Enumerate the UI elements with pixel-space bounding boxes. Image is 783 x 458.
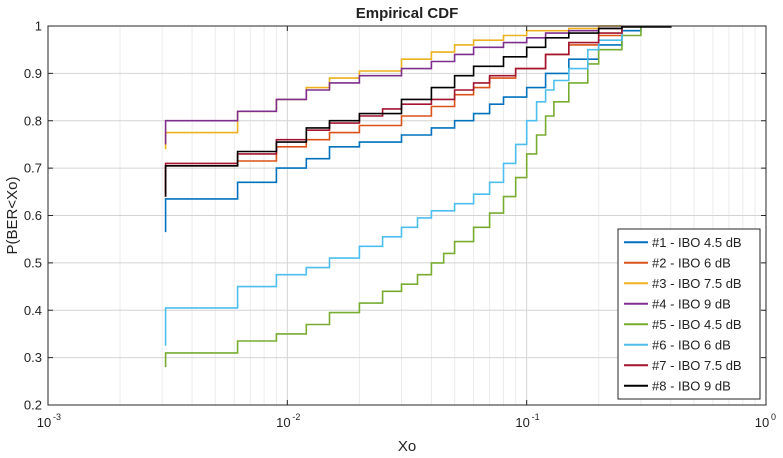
- series-line-5: [164, 26, 642, 368]
- x-axis-label: Xo: [398, 438, 416, 455]
- legend-entry: #7 - IBO 7.5 dB: [652, 358, 742, 373]
- legend-entry: #2 - IBO 6 dB: [652, 255, 731, 270]
- series-line-1: [164, 26, 642, 233]
- legend-entry: #4 - IBO 9 dB: [652, 296, 731, 311]
- legend-box: [617, 228, 761, 400]
- legend-entry: #5 - IBO 4.5 dB: [652, 317, 742, 332]
- series-layer: [164, 25, 672, 368]
- series-line-7: [164, 26, 623, 197]
- legend: #1 - IBO 4.5 dB #2 - IBO 6 dB #3 - IBO 7.5…: [617, 228, 761, 400]
- y-tick-label: 0.5: [24, 255, 42, 270]
- y-tick-label: 0.9: [24, 66, 42, 81]
- y-tick-label: 0.2: [24, 398, 42, 413]
- x-tick-exponent: -1: [532, 412, 540, 422]
- y-tick-label: 0.3: [24, 350, 42, 365]
- y-tick-label: 0.6: [24, 208, 42, 223]
- y-tick-label: 0.4: [24, 303, 42, 318]
- legend-entry: #6 - IBO 6 dB: [652, 337, 731, 352]
- series-line-4: [164, 26, 623, 145]
- series-line-8: [164, 26, 672, 197]
- x-tick-exponent: -3: [53, 412, 61, 422]
- legend-entry: #1 - IBO 4.5 dB: [652, 235, 742, 250]
- x-tick-label: 10: [37, 415, 51, 430]
- x-tick-label: 10: [755, 415, 769, 430]
- series-line-6: [164, 26, 623, 346]
- x-tick-exponent: -2: [292, 412, 300, 422]
- x-tick-label: 10: [276, 415, 290, 430]
- y-axis-label: P(BER<Xo): [4, 177, 21, 255]
- x-tick-exponent: 0: [771, 412, 776, 422]
- chart-title: Empirical CDF: [356, 5, 459, 22]
- legend-entry: #8 - IBO 9 dB: [652, 378, 731, 393]
- y-tick-label: 0.7: [24, 161, 42, 176]
- x-tick-label: 10: [515, 415, 529, 430]
- y-tick-label: 1: [35, 19, 42, 34]
- y-tick-label: 0.8: [24, 113, 42, 128]
- legend-entry: #3 - IBO 7.5 dB: [652, 276, 742, 291]
